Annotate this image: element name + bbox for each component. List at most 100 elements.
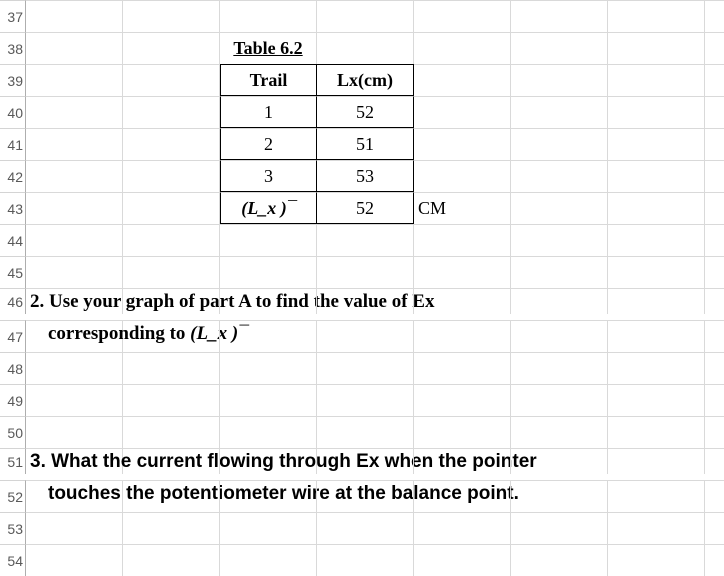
cell[interactable] [220, 288, 317, 314]
cell[interactable] [220, 352, 317, 384]
cell[interactable] [123, 352, 220, 384]
cell[interactable] [317, 384, 414, 416]
cell[interactable] [123, 384, 220, 416]
row-header[interactable]: 46 [0, 288, 26, 314]
cell[interactable] [123, 512, 220, 544]
cell[interactable] [220, 320, 317, 352]
row-header[interactable]: 41 [0, 128, 26, 160]
cell[interactable] [26, 96, 123, 128]
row-header[interactable]: 44 [0, 224, 26, 256]
row-header[interactable]: 51 [0, 448, 26, 474]
cell[interactable] [220, 0, 317, 32]
cell[interactable] [608, 96, 705, 128]
cell[interactable] [26, 384, 123, 416]
cell[interactable] [123, 256, 220, 288]
cell[interactable] [123, 96, 220, 128]
cell[interactable] [608, 192, 705, 224]
cell[interactable] [317, 256, 414, 288]
cell[interactable] [220, 416, 317, 448]
cell[interactable] [123, 480, 220, 512]
cell[interactable] [511, 512, 608, 544]
cell[interactable] [511, 160, 608, 192]
cell[interactable] [220, 224, 317, 256]
cell[interactable] [414, 256, 511, 288]
cell[interactable] [414, 224, 511, 256]
cell[interactable] [123, 64, 220, 96]
cell[interactable] [26, 256, 123, 288]
cell[interactable] [317, 320, 414, 352]
cell[interactable] [123, 288, 220, 314]
cell[interactable] [705, 192, 724, 224]
cell[interactable] [26, 0, 123, 32]
cell[interactable] [705, 64, 724, 96]
cell[interactable] [705, 288, 724, 314]
cell[interactable] [414, 544, 511, 576]
cell[interactable] [608, 512, 705, 544]
cell[interactable] [608, 256, 705, 288]
cell[interactable] [220, 384, 317, 416]
cell[interactable] [414, 32, 511, 64]
cell[interactable] [511, 416, 608, 448]
cell[interactable] [705, 160, 724, 192]
row-header[interactable]: 54 [0, 544, 26, 576]
cell[interactable] [705, 416, 724, 448]
cell[interactable] [511, 320, 608, 352]
cell[interactable] [414, 448, 511, 474]
cell[interactable] [317, 512, 414, 544]
row-header[interactable]: 52 [0, 480, 26, 512]
cell[interactable] [511, 224, 608, 256]
cell[interactable] [26, 64, 123, 96]
row-header[interactable]: 47 [0, 320, 26, 352]
cell[interactable] [220, 448, 317, 474]
cell[interactable] [26, 128, 123, 160]
cell[interactable] [123, 544, 220, 576]
cell[interactable] [26, 512, 123, 544]
cell[interactable] [608, 352, 705, 384]
cell[interactable] [220, 256, 317, 288]
cell[interactable] [608, 160, 705, 192]
cell[interactable] [608, 384, 705, 416]
cell[interactable] [705, 480, 724, 512]
cell[interactable] [414, 64, 511, 96]
row-header[interactable]: 49 [0, 384, 26, 416]
cell[interactable] [317, 352, 414, 384]
cell[interactable] [705, 224, 724, 256]
row-header[interactable]: 38 [0, 32, 26, 64]
cell[interactable] [26, 352, 123, 384]
cell[interactable] [414, 512, 511, 544]
cell[interactable] [414, 288, 511, 314]
cell[interactable] [511, 192, 608, 224]
cell[interactable] [511, 32, 608, 64]
cell[interactable] [705, 512, 724, 544]
cell[interactable] [705, 544, 724, 576]
cell[interactable] [317, 0, 414, 32]
cell[interactable] [317, 480, 414, 512]
cell[interactable] [123, 32, 220, 64]
cell[interactable] [511, 64, 608, 96]
cell[interactable] [220, 480, 317, 512]
cell[interactable] [123, 448, 220, 474]
cell[interactable] [511, 448, 608, 474]
cell[interactable] [123, 320, 220, 352]
cell[interactable] [26, 32, 123, 64]
cell[interactable] [414, 480, 511, 512]
cell[interactable] [608, 288, 705, 314]
cell[interactable] [26, 224, 123, 256]
cell[interactable] [705, 32, 724, 64]
cell[interactable] [705, 96, 724, 128]
row-header[interactable]: 37 [0, 0, 26, 32]
cell[interactable] [26, 192, 123, 224]
cell[interactable] [26, 160, 123, 192]
cell[interactable] [414, 160, 511, 192]
cell[interactable] [414, 96, 511, 128]
cell[interactable] [705, 320, 724, 352]
cell[interactable] [608, 0, 705, 32]
row-header[interactable]: 45 [0, 256, 26, 288]
cell[interactable] [123, 128, 220, 160]
cell[interactable] [511, 96, 608, 128]
cell[interactable] [705, 384, 724, 416]
cell[interactable] [123, 160, 220, 192]
row-header[interactable]: 39 [0, 64, 26, 96]
cell[interactable] [414, 384, 511, 416]
cell[interactable] [608, 320, 705, 352]
